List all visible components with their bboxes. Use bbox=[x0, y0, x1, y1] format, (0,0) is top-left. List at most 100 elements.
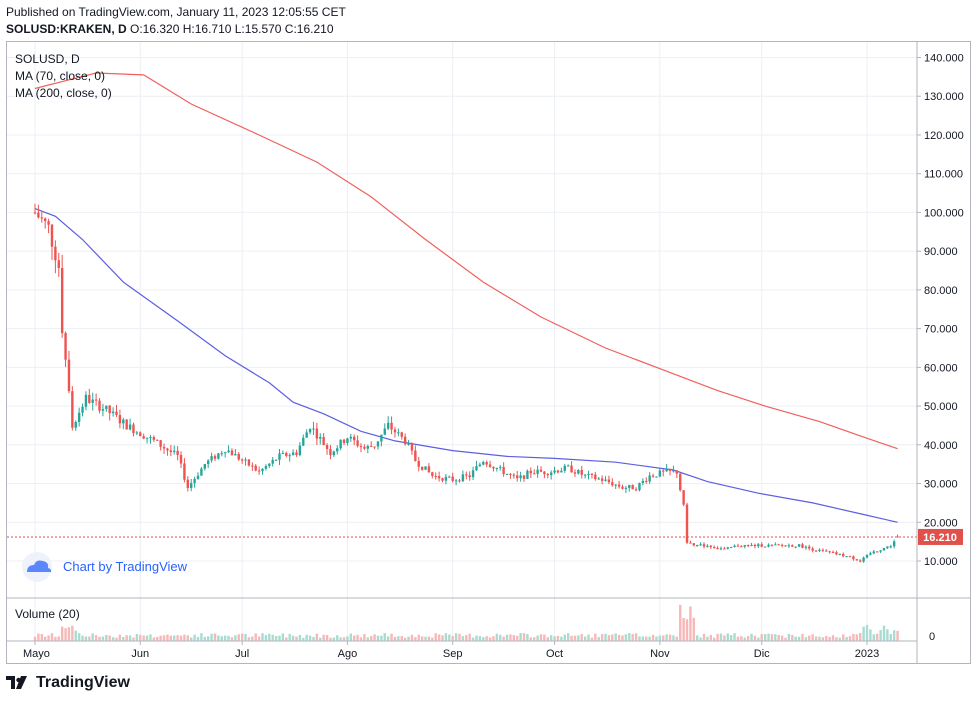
volume-bar bbox=[81, 635, 84, 641]
candle-body bbox=[386, 422, 390, 429]
watermark[interactable]: Chart by TradingView bbox=[22, 552, 188, 582]
volume-bar bbox=[319, 637, 322, 641]
candle-body bbox=[794, 546, 797, 548]
candles-layer bbox=[33, 203, 899, 563]
volume-bar bbox=[373, 634, 376, 641]
volume-bar bbox=[570, 635, 573, 641]
candle-body bbox=[621, 486, 624, 489]
time-axis[interactable]: Mayo Jun Jul Ago Sep Oct Nov Dic 2023 bbox=[23, 641, 879, 660]
volume-bar bbox=[407, 636, 410, 641]
ma200-layer bbox=[34, 72, 898, 450]
volume-bar bbox=[417, 634, 420, 641]
volume-bar bbox=[461, 636, 465, 641]
candle-body bbox=[278, 453, 281, 460]
candle-body bbox=[128, 424, 132, 430]
candle-body bbox=[342, 439, 346, 444]
candle-body bbox=[54, 246, 57, 261]
candle-body bbox=[539, 469, 543, 472]
volume-bar bbox=[702, 633, 706, 641]
volume-bar bbox=[152, 637, 156, 641]
price-axis[interactable]: 140.000 130.000 120.000 110.000 100.000 90.00… bbox=[917, 53, 964, 569]
y-tick-label: 50.000 bbox=[924, 401, 958, 413]
volume-bar bbox=[67, 627, 71, 641]
volume-bar bbox=[108, 635, 111, 641]
brand-footer[interactable]: TradingView bbox=[6, 674, 130, 692]
candle-body bbox=[668, 468, 672, 471]
candle-body bbox=[882, 548, 886, 551]
candle-body bbox=[865, 554, 869, 558]
volume-bar bbox=[563, 634, 566, 641]
candle-body bbox=[471, 470, 475, 478]
volume-bar bbox=[458, 633, 461, 641]
volume-bar bbox=[122, 636, 125, 641]
candle-body bbox=[675, 470, 679, 474]
x-tick-label: Jun bbox=[131, 648, 149, 660]
candle-body bbox=[441, 478, 444, 481]
candle-body bbox=[546, 474, 549, 476]
candle-body bbox=[672, 470, 675, 472]
candle-body bbox=[373, 446, 376, 448]
volume-bar bbox=[655, 636, 658, 641]
candle-body bbox=[468, 475, 471, 478]
volume-bar bbox=[183, 634, 186, 641]
candle-body bbox=[193, 478, 196, 484]
volume-bar bbox=[753, 635, 757, 641]
candle-body bbox=[210, 456, 213, 461]
candle-body bbox=[407, 443, 410, 445]
volume-bar bbox=[611, 634, 614, 641]
volume-bar bbox=[414, 637, 417, 641]
volume-bar bbox=[628, 633, 631, 641]
volume-bar bbox=[580, 633, 583, 641]
candle-body bbox=[376, 441, 380, 447]
volume-bar bbox=[437, 634, 441, 641]
volume-bar bbox=[533, 637, 536, 641]
y-tick-label: 90.000 bbox=[924, 246, 958, 258]
volume-bar bbox=[763, 634, 767, 641]
volume-bar bbox=[509, 634, 512, 641]
candle-body bbox=[611, 482, 614, 486]
volume-bar bbox=[889, 633, 892, 641]
candle-body bbox=[485, 462, 488, 465]
volume-bar bbox=[84, 636, 88, 641]
symbol-line: SOLUSD:KRAKEN, D O:16.320 H:16.710 L:15.… bbox=[6, 22, 334, 36]
volume-bar bbox=[886, 629, 889, 641]
volume-bar bbox=[169, 635, 173, 641]
volume-bar bbox=[448, 634, 451, 641]
candle-body bbox=[645, 480, 648, 482]
candle-body bbox=[872, 551, 875, 554]
candle-body bbox=[719, 548, 723, 550]
candle-body bbox=[536, 469, 539, 474]
candle-body bbox=[529, 470, 533, 474]
candle-body bbox=[784, 545, 787, 547]
candle-body bbox=[716, 548, 719, 550]
volume-bar bbox=[247, 637, 251, 641]
volume-bar bbox=[397, 636, 400, 641]
volume-bar bbox=[427, 636, 431, 641]
candle-body bbox=[285, 453, 288, 457]
volume-bar bbox=[434, 633, 437, 641]
volume-bar bbox=[597, 637, 600, 641]
volume-bar bbox=[410, 634, 414, 641]
candle-body bbox=[156, 439, 159, 441]
volume-bar bbox=[227, 635, 230, 641]
candle-body bbox=[393, 429, 397, 433]
candle-body bbox=[427, 466, 431, 473]
chart-frame[interactable]: 140.000 130.000 120.000 110.000 100.000 90.00… bbox=[6, 41, 971, 664]
volume-bar bbox=[468, 633, 471, 641]
candle-body bbox=[825, 550, 828, 552]
legend-symbol: SOLUSD, D bbox=[15, 52, 80, 66]
volume-bar bbox=[577, 635, 580, 641]
volume-bar bbox=[139, 634, 142, 641]
volume-bar bbox=[495, 633, 499, 641]
volume-bar bbox=[855, 634, 859, 641]
volume-bar bbox=[845, 636, 848, 641]
price-chart[interactable]: 140.000 130.000 120.000 110.000 100.000 90.00… bbox=[7, 42, 970, 663]
candle-body bbox=[577, 470, 580, 474]
volume-bar bbox=[859, 632, 862, 641]
volume-bar bbox=[716, 633, 719, 641]
volume-bar bbox=[658, 635, 662, 641]
candle-body bbox=[346, 438, 349, 444]
candle-body bbox=[213, 456, 217, 459]
volume-bar bbox=[522, 633, 526, 641]
candle-body bbox=[298, 445, 302, 456]
